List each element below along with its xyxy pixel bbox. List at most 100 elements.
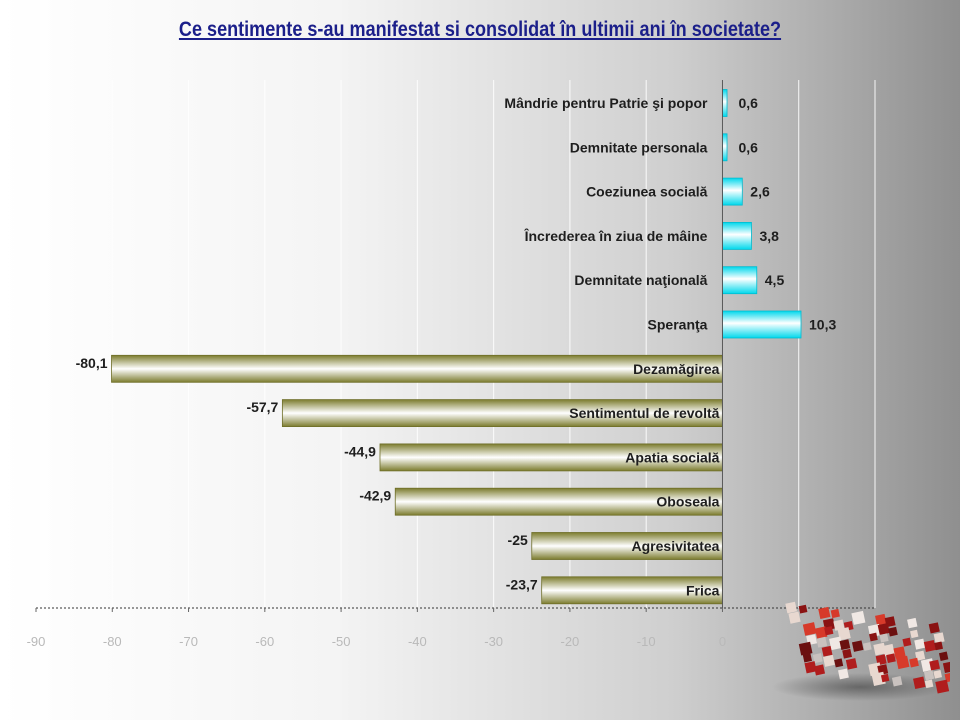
x-tick-label: 0 bbox=[719, 634, 726, 649]
mosaic-tile bbox=[913, 676, 926, 690]
data-label: -42,9 bbox=[359, 488, 391, 504]
mosaic-tile bbox=[812, 653, 823, 664]
mosaic-tile bbox=[909, 657, 919, 668]
mosaic-tile bbox=[833, 619, 845, 631]
mosaic-tile bbox=[907, 617, 918, 629]
data-label: -80,1 bbox=[76, 355, 108, 371]
bar bbox=[722, 133, 728, 162]
mosaic-tile bbox=[934, 641, 943, 651]
category-label: Frica bbox=[686, 582, 720, 598]
mosaic-tile bbox=[798, 604, 808, 614]
mosaic-tile bbox=[893, 646, 906, 659]
mosaic-tile bbox=[942, 661, 950, 674]
x-tick-label: -30 bbox=[484, 634, 503, 649]
data-label: -57,7 bbox=[246, 399, 278, 415]
mosaic-tile bbox=[928, 622, 940, 634]
mosaic-tile bbox=[851, 640, 864, 652]
mosaic-tile bbox=[879, 633, 889, 643]
mosaic-tile bbox=[923, 670, 935, 681]
mosaic-tile bbox=[933, 632, 945, 644]
bar bbox=[722, 310, 802, 339]
mosaic-tile bbox=[888, 626, 898, 637]
data-label: 4,5 bbox=[765, 272, 785, 288]
mosaic-tile bbox=[880, 673, 890, 683]
x-tick-label: -70 bbox=[179, 634, 198, 649]
mosaic-tile bbox=[845, 658, 858, 670]
gridlines bbox=[35, 80, 876, 608]
labels: Mândrie pentru Patrie şi popor 0,6 Demnita… bbox=[76, 95, 837, 598]
mosaic-tile bbox=[910, 629, 919, 639]
bar bbox=[722, 89, 728, 117]
category-label: Apatia socială bbox=[625, 449, 719, 465]
mosaic-tile bbox=[914, 638, 926, 650]
mosaic-tile bbox=[902, 637, 912, 647]
mosaic-tile bbox=[821, 645, 833, 657]
chart-title: Ce sentimente s-au manifestat si consoli… bbox=[178, 18, 782, 41]
bar bbox=[722, 221, 752, 250]
mosaic-tile bbox=[785, 601, 797, 614]
mosaic-tile bbox=[834, 658, 844, 668]
bar bbox=[111, 354, 723, 383]
category-label: Oboseala bbox=[656, 494, 719, 510]
mosaic-tile bbox=[896, 655, 910, 670]
mosaic-tile bbox=[935, 679, 950, 694]
mosaic-tile bbox=[804, 661, 817, 674]
mosaic-tile bbox=[798, 641, 813, 656]
mosaic-tile bbox=[830, 608, 840, 619]
data-label: 10,3 bbox=[809, 317, 836, 333]
category-label: Demnitate personala bbox=[570, 139, 708, 155]
category-label: Mândrie pentru Patrie şi popor bbox=[504, 95, 708, 111]
bar bbox=[722, 266, 758, 295]
mosaic-tile bbox=[891, 676, 903, 687]
x-tick-label: -40 bbox=[408, 634, 427, 649]
x-tick-label: -90 bbox=[27, 634, 46, 649]
mosaic-tile bbox=[923, 639, 936, 653]
x-tick-label: -20 bbox=[561, 634, 580, 649]
mosaic-tile bbox=[868, 662, 883, 677]
data-label: 0,6 bbox=[738, 139, 758, 155]
mosaic-tile bbox=[839, 639, 851, 650]
mosaic-tile bbox=[824, 626, 834, 636]
category-label: Coeziunea socială bbox=[586, 184, 708, 200]
mosaic-tile bbox=[818, 606, 831, 620]
data-label: 2,6 bbox=[750, 184, 770, 200]
mosaic-tile bbox=[829, 636, 843, 651]
x-axis: -90 -80 -70 -60 -50 -40 -30 -20 -10 0 bbox=[27, 80, 875, 649]
category-label: Dezamăgirea bbox=[633, 361, 720, 377]
category-label: Sentimentul de revoltă bbox=[569, 405, 719, 421]
mosaic-tile bbox=[814, 664, 826, 676]
mosaic-tile bbox=[929, 659, 941, 671]
mosaic-tile bbox=[924, 679, 934, 689]
category-label: Speranţa bbox=[648, 317, 708, 333]
data-label: 3,8 bbox=[759, 228, 779, 244]
mosaic-tile bbox=[838, 668, 849, 680]
x-tick-label: -50 bbox=[332, 634, 351, 649]
mosaic-tile bbox=[814, 626, 828, 639]
mosaic-tile bbox=[816, 636, 828, 648]
mosaic-tile bbox=[915, 650, 926, 661]
bar bbox=[541, 576, 723, 605]
mosaic-tile bbox=[823, 654, 835, 667]
mosaic-tile bbox=[877, 664, 889, 676]
bar bbox=[531, 532, 723, 560]
mosaic-tile bbox=[875, 613, 887, 626]
mosaic-tile bbox=[837, 627, 851, 641]
x-tick-label: -10 bbox=[637, 634, 656, 649]
mosaic-tile bbox=[842, 648, 852, 659]
data-label: -44,9 bbox=[344, 443, 376, 459]
mosaic-tile bbox=[802, 653, 813, 663]
bar bbox=[722, 177, 743, 206]
bars bbox=[111, 89, 802, 605]
mosaic-tile bbox=[938, 651, 949, 661]
mosaic-tile bbox=[882, 643, 895, 657]
mosaic-tile bbox=[788, 611, 801, 624]
data-label: -25 bbox=[508, 532, 528, 548]
mosaic-tile bbox=[877, 622, 890, 636]
category-label: Agresivitatea bbox=[632, 538, 720, 554]
category-label: Încrederea în ziua de mâine bbox=[524, 227, 708, 244]
mosaic-tile bbox=[875, 654, 887, 666]
data-label: 0,6 bbox=[738, 95, 758, 111]
x-tick-label: -60 bbox=[255, 634, 274, 649]
data-label: -23,7 bbox=[506, 576, 538, 592]
